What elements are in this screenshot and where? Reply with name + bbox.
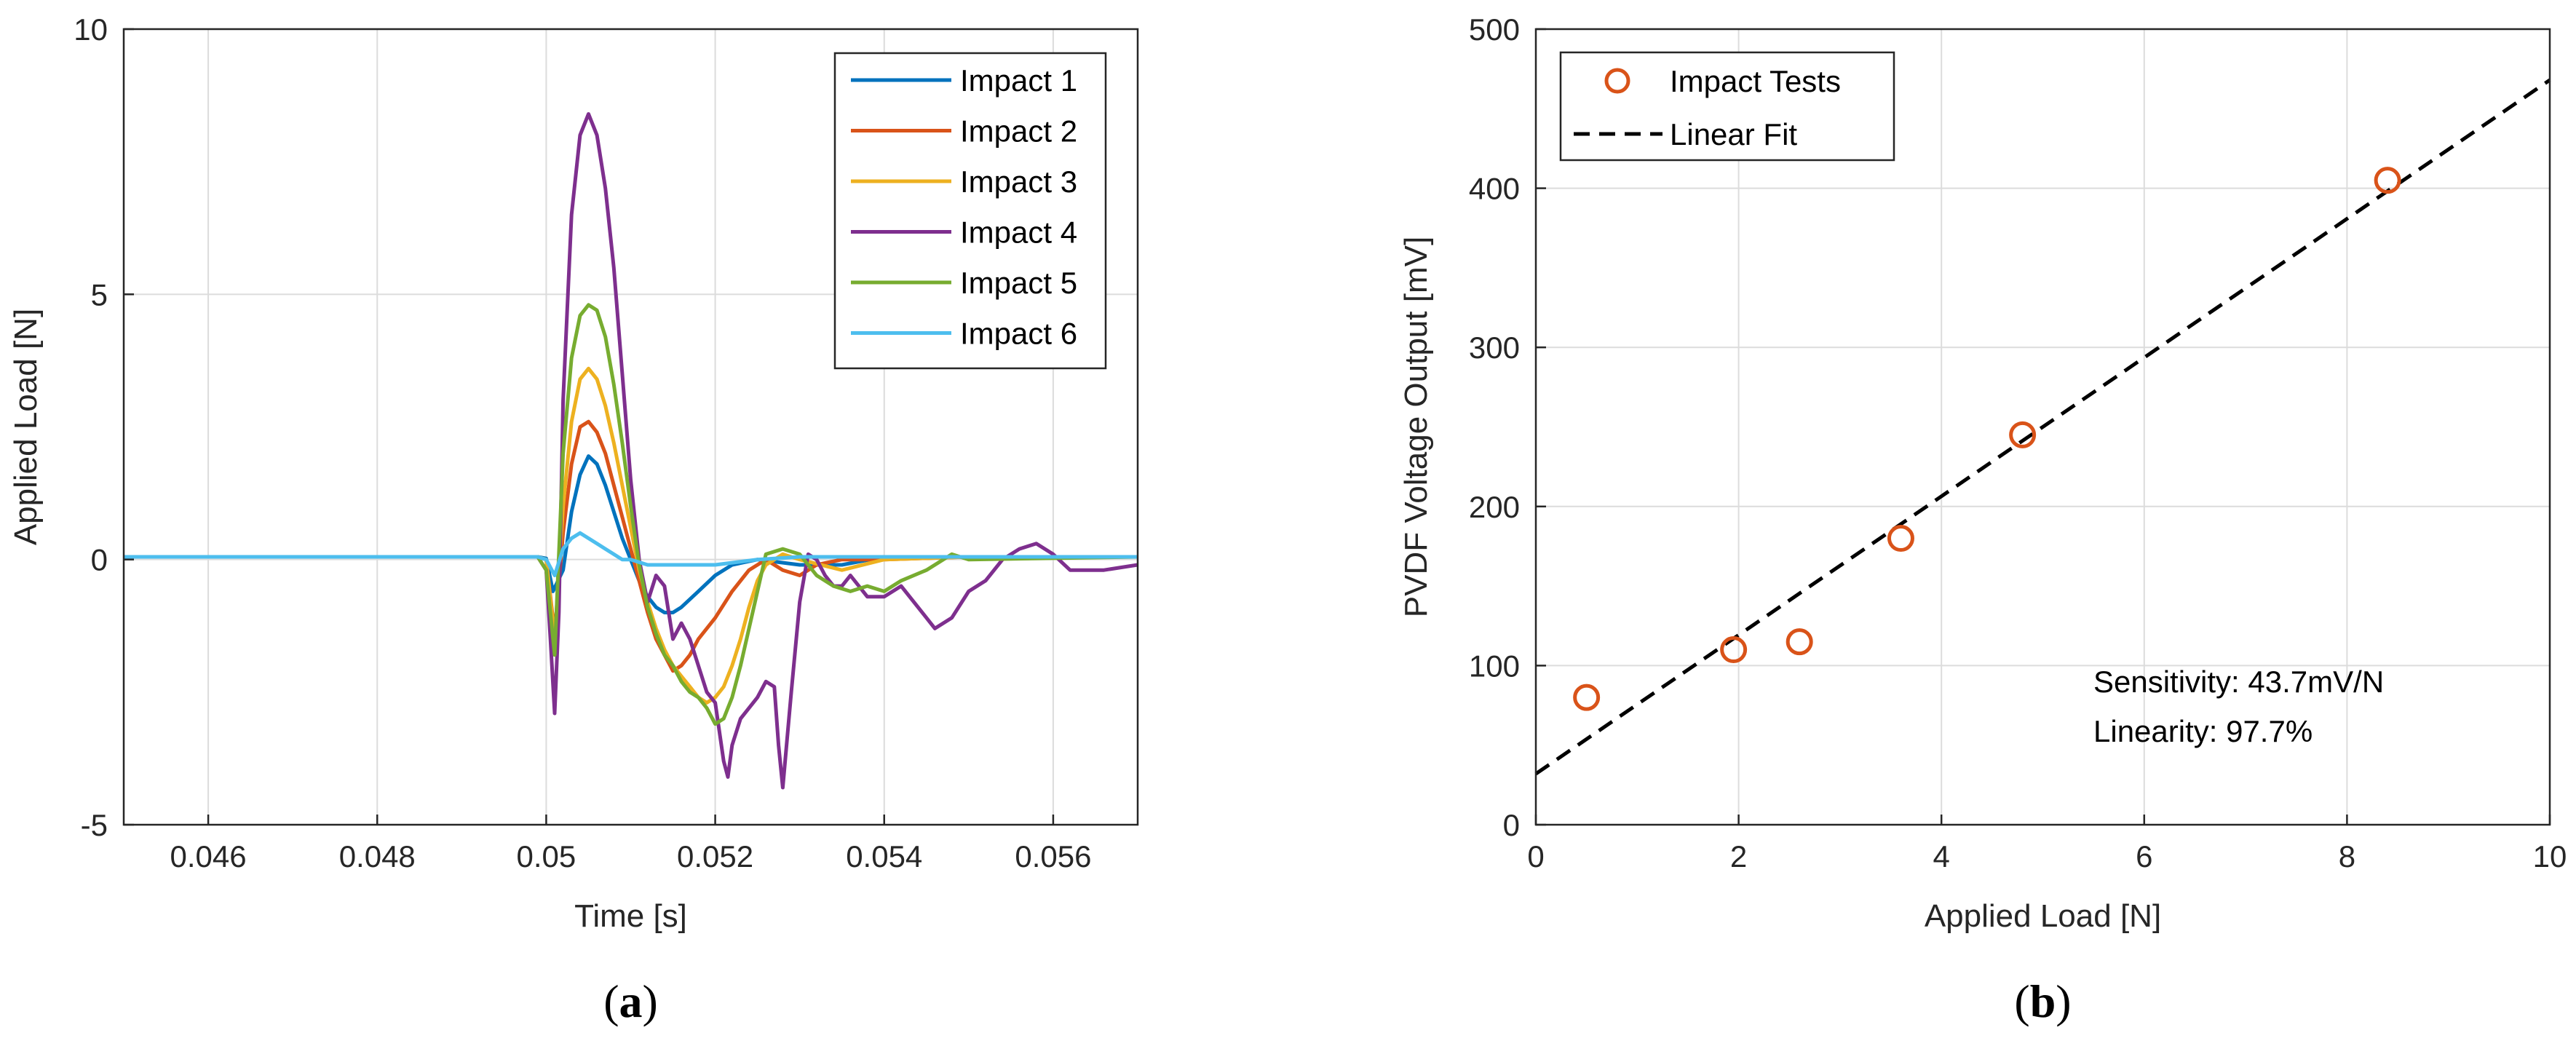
x-tick-label: 10 <box>2533 839 2567 873</box>
legend-label: Impact 2 <box>960 114 1077 148</box>
x-tick-label: 0.046 <box>170 839 247 873</box>
legend-label: Impact Tests <box>1670 64 1841 98</box>
legend-label: Linear Fit <box>1670 117 1797 151</box>
y-tick-label: 0 <box>1503 808 1520 842</box>
panel-caption-b: (b) <box>2014 975 2071 1027</box>
y-axis-label: PVDF Voltage Output [mV] <box>1398 237 1434 617</box>
legend-label: Impact 4 <box>960 215 1077 250</box>
y-tick-label: 400 <box>1469 172 1520 206</box>
axes-box <box>1534 28 2551 826</box>
legend-box <box>833 52 1107 370</box>
x-tick-label: 6 <box>2136 839 2152 873</box>
data-point <box>1573 684 1601 711</box>
data-point <box>1786 628 1813 656</box>
legend: Impact 1 Impact 2 Impact 3 Impact 4 Impact 5… <box>833 52 1107 370</box>
series-line-impact-5 <box>124 303 1138 726</box>
data-point <box>2009 421 2037 448</box>
data-point <box>1887 525 1914 552</box>
y-tick-label: -5 <box>81 808 108 842</box>
x-tick-label: 4 <box>1933 839 1950 873</box>
chart-panel-a: 0.046 0.048 0.05 0.052 0.054 0.056 -5 0 5 10 Time… <box>8 12 1139 1027</box>
y-axis-label: Applied Load [N] <box>8 309 44 545</box>
axes-box <box>122 28 1139 826</box>
y-tick-label: 5 <box>91 277 108 312</box>
legend-label: Impact 3 <box>960 165 1077 199</box>
x-tick-label: 0 <box>1527 839 1544 873</box>
sensitivity-annotation: Sensitivity: 43.7mV/N <box>2093 665 2384 699</box>
data-point <box>2374 167 2401 194</box>
series-line-impact-4 <box>124 112 1138 790</box>
series-marks <box>1534 78 2551 776</box>
x-tick-label: 2 <box>1730 839 1747 873</box>
series-line-impact-3 <box>124 366 1138 705</box>
x-tick-label: 0.05 <box>517 839 576 873</box>
caption-letter: a <box>619 975 643 1027</box>
data-point <box>1720 636 1748 664</box>
y-tick-label: 10 <box>74 12 108 47</box>
panel-caption-a: (a) <box>603 975 658 1027</box>
x-tick-label: 8 <box>2339 839 2355 873</box>
series-lines <box>124 112 1138 790</box>
legend-label: Impact 1 <box>960 63 1077 98</box>
series-line-impact-6 <box>124 531 1138 577</box>
y-tick-label: 100 <box>1469 649 1520 683</box>
legend: Impact Tests Linear Fit <box>1559 51 1895 162</box>
legend-label: Impact 5 <box>960 266 1077 300</box>
y-tick-label: 0 <box>91 543 108 577</box>
y-tick-label: 200 <box>1469 490 1520 524</box>
x-tick-label: 0.048 <box>339 839 416 873</box>
x-axis-label: Time [s] <box>574 898 687 934</box>
y-tick-label: 300 <box>1469 330 1520 365</box>
legend-swatch-impact-tests <box>1604 68 1630 94</box>
y-tick-label: 500 <box>1469 12 1520 47</box>
tick-labels: 0.046 0.048 0.05 0.052 0.054 0.056 -5 0 5 10 <box>74 12 1091 873</box>
x-tick-label: 0.054 <box>846 839 922 873</box>
linearity-annotation: Linearity: 97.7% <box>2093 714 2313 748</box>
linear-fit-line <box>1534 78 2551 776</box>
x-axis-label: Applied Load [N] <box>1925 898 2161 934</box>
x-tick-label: 0.056 <box>1015 839 1091 873</box>
legend-label: Impact 6 <box>960 317 1077 351</box>
x-tick-label: 0.052 <box>677 839 753 873</box>
caption-letter: b <box>2030 975 2056 1027</box>
